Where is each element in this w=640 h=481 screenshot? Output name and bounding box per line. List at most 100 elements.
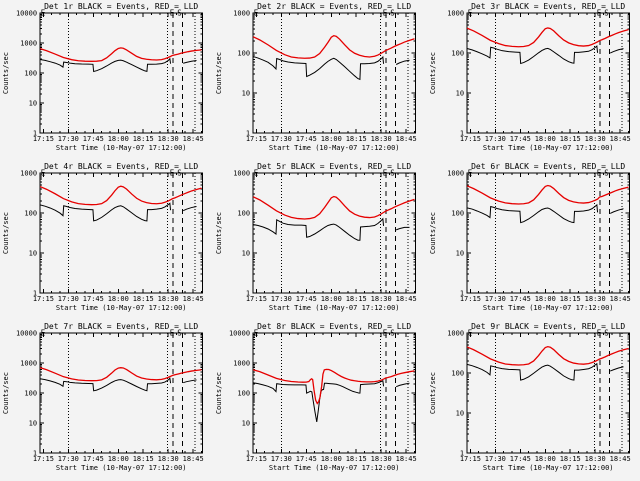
x-tick-label: 17:30 (271, 294, 292, 303)
x-tick-label: 18:30 (371, 294, 392, 303)
flag-s-label: S (391, 329, 396, 338)
plot-cell-det-7r: Det 7r BLACK = Events, RED = LLD 1 10 100 10… (0, 320, 213, 480)
x-tick-label: 17:45 (296, 294, 317, 303)
subplot-det-6r: Det 6r BLACK = Events, RED = LLD 1 10 100 10… (428, 162, 631, 312)
x-tick-label: 18:15 (346, 294, 367, 303)
x-axis-label: Start Time (10-May-07 17:12:00) (269, 303, 400, 312)
flag-e-label: E (596, 9, 601, 18)
y-axis-label: Counts/sec (214, 212, 223, 254)
y-tick-label: 10 (29, 249, 37, 258)
y-tick-label: 10000 (16, 329, 37, 338)
plot-frame (252, 332, 417, 455)
x-tick-label: 18:15 (559, 134, 580, 143)
x-tick-label: 17:45 (296, 455, 317, 464)
lld-line (39, 185, 202, 206)
y-tick-label: 1 (459, 289, 463, 298)
events-line (39, 377, 172, 392)
x-tick-label: 17:45 (509, 134, 530, 143)
y-tick-label: 10 (242, 89, 250, 98)
events-line (396, 383, 410, 388)
x-tick-label: 18:45 (609, 134, 630, 143)
y-axis-label: Counts/sec (214, 372, 223, 414)
flag-e-label: E (596, 169, 601, 178)
plot-frame (252, 172, 417, 294)
x-tick-label: 17:15 (460, 455, 481, 464)
x-axis-label: Start Time (10-May-07 17:12:00) (56, 143, 187, 152)
x-tick-label: 17:15 (246, 294, 267, 303)
x-tick-label: 18:00 (321, 455, 342, 464)
subplot-det-8r: Det 8r BLACK = Events, RED = LLD 1 10 100 10… (214, 322, 417, 472)
x-tick-label: 18:30 (584, 134, 605, 143)
flag-s-label: S (604, 329, 609, 338)
lld-line (253, 196, 416, 220)
x-tick-label: 18:30 (371, 134, 392, 143)
x-tick-label: 17:15 (33, 455, 54, 464)
x-axis-label: Start Time (10-May-07 17:12:00) (56, 464, 187, 473)
plot-title: Det 3r BLACK = Events, RED = LLD (471, 2, 625, 11)
x-tick-label: 17:30 (58, 294, 79, 303)
plot-cell-det-1r: Det 1r BLACK = Events, RED = LLD 1 10 100 10… (0, 0, 213, 160)
y-tick-label: 1000 (234, 359, 251, 368)
events-line (182, 206, 197, 212)
y-tick-label: 1 (33, 129, 37, 138)
flag-e-label: E (254, 9, 259, 18)
y-tick-label: 1 (459, 449, 463, 458)
x-tick-label: 18:15 (559, 294, 580, 303)
x-tick-label: 18:00 (534, 294, 555, 303)
x-tick-label: 18:15 (559, 455, 580, 464)
y-tick-label: 1 (33, 449, 37, 458)
plot-title: Det 4r BLACK = Events, RED = LLD (44, 162, 198, 171)
x-axis-label: Start Time (10-May-07 17:12:00) (269, 143, 400, 152)
lld-line (253, 34, 416, 59)
plot-title: Det 9r BLACK = Events, RED = LLD (471, 322, 625, 331)
subplot-det-3r: Det 3r BLACK = Events, RED = LLD 1 10 100 10… (428, 2, 631, 152)
x-tick-label: 18:30 (371, 455, 392, 464)
flag-e-label: E (170, 329, 175, 338)
y-tick-label: 10 (29, 419, 37, 428)
x-tick-label: 18:00 (108, 455, 129, 464)
x-tick-label: 17:45 (83, 134, 104, 143)
y-axis-label: Counts/sec (214, 52, 223, 94)
y-tick-label: 10 (242, 249, 250, 258)
plot-frame (252, 12, 417, 134)
y-tick-label: 1000 (234, 9, 251, 18)
x-tick-label: 17:45 (83, 455, 104, 464)
lld-line (466, 27, 629, 48)
x-axis-label: Start Time (10-May-07 17:12:00) (483, 303, 614, 312)
x-tick-label: 18:45 (183, 455, 204, 464)
x-tick-label: 18:15 (133, 455, 154, 464)
plot-frame (39, 12, 203, 134)
plot-cell-det-6r: Det 6r BLACK = Events, RED = LLD 1 10 100 10… (427, 160, 640, 320)
y-tick-label: 1 (246, 129, 250, 138)
x-tick-label: 17:15 (460, 294, 481, 303)
y-tick-label: 10 (29, 99, 37, 108)
y-tick-label: 10 (242, 419, 250, 428)
plot-title: Det 8r BLACK = Events, RED = LLD (257, 322, 411, 331)
x-tick-label: 18:30 (584, 455, 605, 464)
events-line (396, 59, 410, 65)
events-line (609, 366, 624, 373)
y-tick-label: 10 (455, 89, 463, 98)
y-tick-label: 1 (33, 289, 37, 298)
flag-s-label: S (604, 9, 609, 18)
subplot-det-4r: Det 4r BLACK = Events, RED = LLD 1 10 100 10… (1, 162, 204, 312)
subplot-det-7r: Det 7r BLACK = Events, RED = LLD 1 10 100 10… (1, 322, 204, 473)
flag-s-label: S (177, 169, 182, 178)
flag-e-label: E (383, 9, 388, 18)
y-tick-label: 100 (451, 209, 464, 218)
y-tick-label: 1000 (20, 39, 37, 48)
flag-s-label: S (177, 329, 182, 338)
events-line (396, 227, 410, 231)
y-tick-label: 1000 (447, 9, 464, 18)
flag-s-label: S (604, 169, 609, 178)
flag-e-label: E (254, 169, 259, 178)
x-tick-label: 17:30 (271, 455, 292, 464)
flag-s-label: S (391, 9, 396, 18)
y-tick-label: 100 (24, 69, 37, 78)
x-tick-label: 18:45 (396, 294, 417, 303)
x-tick-label: 18:45 (396, 134, 417, 143)
subplot-det-5r: Det 5r BLACK = Events, RED = LLD 1 10 100 10… (214, 162, 417, 312)
y-tick-label: 10000 (229, 329, 250, 338)
flag-e-label: E (41, 9, 46, 18)
